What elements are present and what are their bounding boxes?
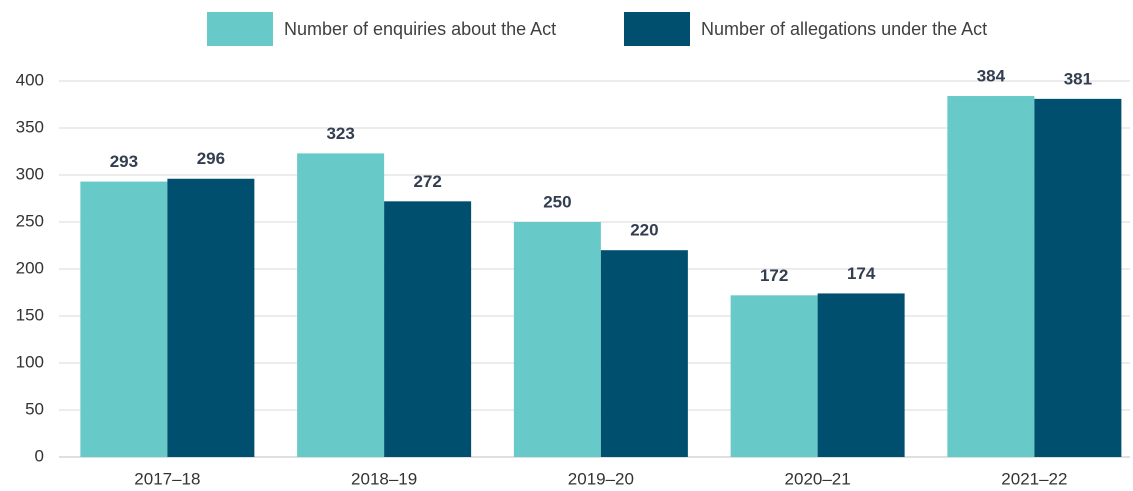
x-tick-label: 2017–18	[134, 469, 200, 488]
value-label: 220	[630, 221, 658, 240]
value-label: 250	[543, 192, 571, 211]
value-label: 296	[197, 149, 225, 168]
y-tick-label: 200	[16, 258, 44, 277]
bar	[817, 293, 905, 457]
legend-swatch	[624, 12, 690, 46]
y-tick-label: 400	[16, 70, 44, 89]
y-tick-label: 150	[16, 305, 44, 324]
bar	[80, 181, 168, 457]
value-label: 172	[760, 266, 788, 285]
y-tick-label: 50	[25, 399, 44, 418]
x-tick-label: 2021–22	[1001, 469, 1067, 488]
legend-label: Number of allegations under the Act	[701, 19, 987, 39]
x-tick-label: 2019–20	[568, 469, 634, 488]
x-tick-label: 2020–21	[785, 469, 851, 488]
bar	[600, 250, 688, 457]
bar	[167, 178, 255, 457]
bar	[947, 96, 1035, 457]
x-tick-label: 2018–19	[351, 469, 417, 488]
bar	[1034, 98, 1122, 458]
bar	[384, 201, 472, 457]
value-label: 384	[977, 67, 1006, 86]
y-tick-label: 250	[16, 211, 44, 230]
y-tick-label: 300	[16, 164, 44, 183]
value-label: 174	[847, 264, 876, 283]
bar	[513, 222, 601, 457]
bar	[730, 295, 818, 457]
y-tick-label: 100	[16, 352, 44, 371]
bar	[297, 153, 385, 457]
value-label: 272	[413, 172, 441, 191]
y-tick-label: 350	[16, 117, 44, 136]
value-label: 381	[1064, 69, 1092, 88]
y-tick-label: 0	[35, 446, 44, 465]
legend-label: Number of enquiries about the Act	[284, 19, 556, 39]
legend-swatch	[207, 12, 273, 46]
value-label: 293	[110, 152, 138, 171]
value-label: 323	[326, 124, 354, 143]
